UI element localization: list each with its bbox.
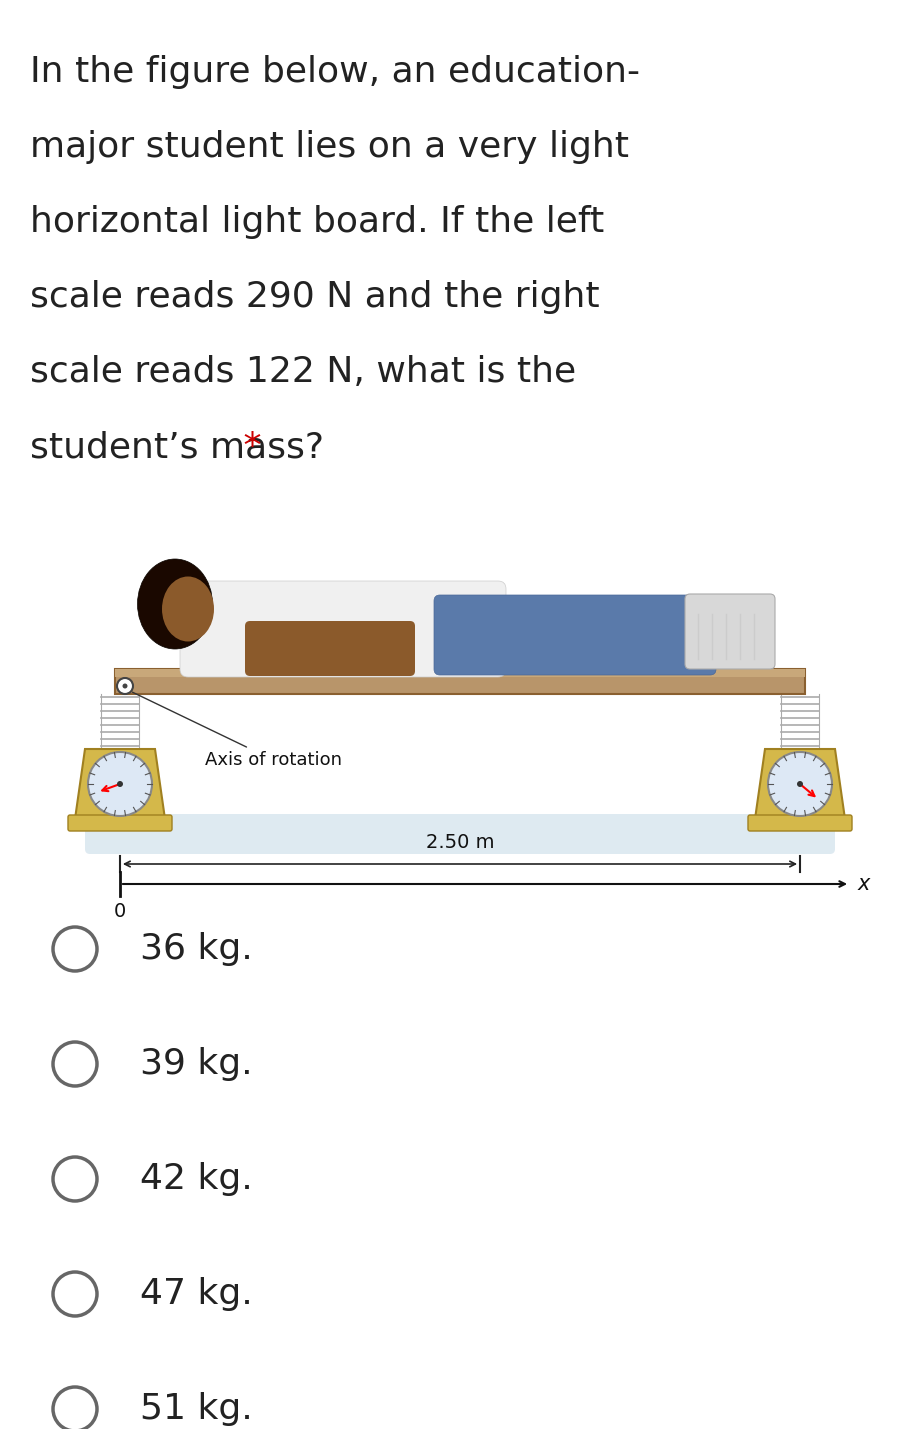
Text: 36 kg.: 36 kg. <box>140 932 253 966</box>
Text: scale reads 122 N, what is the: scale reads 122 N, what is the <box>30 354 576 389</box>
Text: 0: 0 <box>114 902 126 922</box>
FancyBboxPatch shape <box>685 594 775 669</box>
Text: 39 kg.: 39 kg. <box>140 1047 252 1080</box>
FancyBboxPatch shape <box>85 815 835 855</box>
Circle shape <box>53 1157 97 1200</box>
Text: 42 kg.: 42 kg. <box>140 1162 253 1196</box>
Polygon shape <box>755 749 845 819</box>
Text: In the figure below, an education-: In the figure below, an education- <box>30 54 640 89</box>
Text: major student lies on a very light: major student lies on a very light <box>30 130 629 164</box>
Circle shape <box>53 1388 97 1429</box>
Circle shape <box>117 677 133 694</box>
Text: 47 kg.: 47 kg. <box>140 1278 253 1310</box>
Ellipse shape <box>768 752 832 816</box>
FancyBboxPatch shape <box>68 815 172 832</box>
Text: Axis of rotation: Axis of rotation <box>133 692 342 769</box>
Circle shape <box>53 1272 97 1316</box>
Text: student’s mass?: student’s mass? <box>30 430 324 464</box>
Ellipse shape <box>162 576 214 642</box>
Circle shape <box>53 927 97 970</box>
FancyBboxPatch shape <box>115 669 805 694</box>
Ellipse shape <box>88 752 152 816</box>
Ellipse shape <box>137 559 212 649</box>
FancyBboxPatch shape <box>245 622 415 676</box>
Text: 51 kg.: 51 kg. <box>140 1392 253 1426</box>
Text: scale reads 290 N and the right: scale reads 290 N and the right <box>30 280 600 314</box>
FancyBboxPatch shape <box>748 815 852 832</box>
Polygon shape <box>75 749 165 819</box>
Bar <box>115 669 805 677</box>
FancyBboxPatch shape <box>434 594 716 674</box>
Circle shape <box>797 782 803 787</box>
Text: *: * <box>232 430 262 464</box>
Circle shape <box>53 1042 97 1086</box>
Circle shape <box>122 683 127 689</box>
Text: 2.50 m: 2.50 m <box>426 833 494 852</box>
FancyBboxPatch shape <box>180 582 506 677</box>
Text: horizontal light board. If the left: horizontal light board. If the left <box>30 204 604 239</box>
Text: x: x <box>858 875 870 895</box>
Circle shape <box>117 782 123 787</box>
